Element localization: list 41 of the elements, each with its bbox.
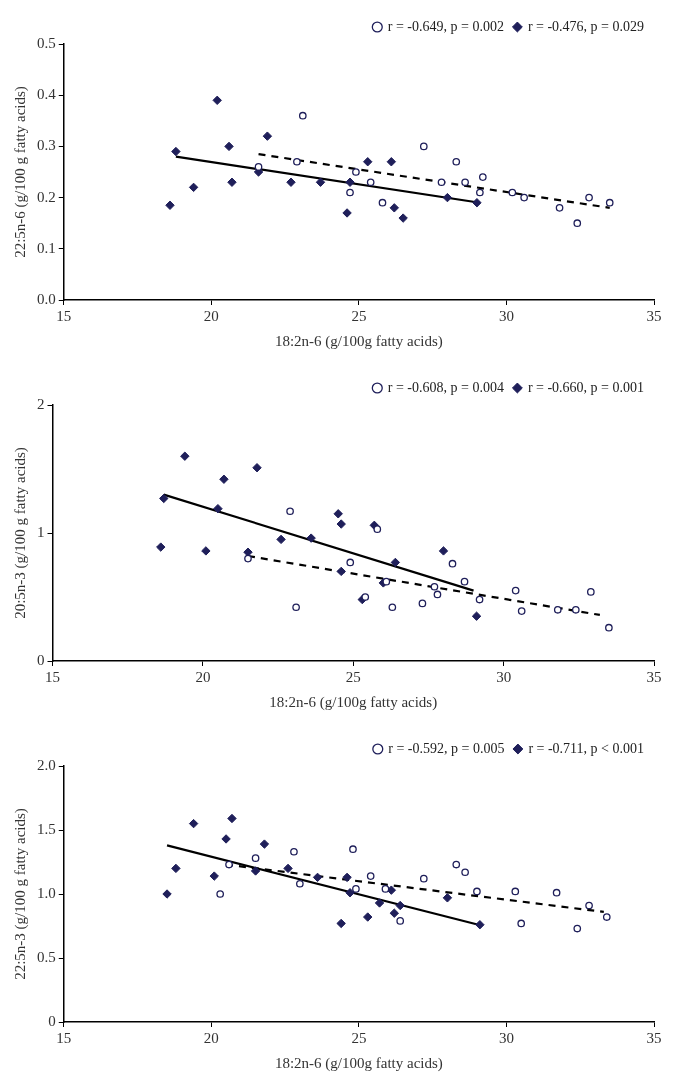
x-axis-title: 18:2n-6 (g/100g fatty acids) (274, 1054, 443, 1072)
legend-label: r = -0.711, p < 0.001 (528, 740, 645, 756)
y-axis-title: 20:5n-3 (g/100 g fatty acids) (11, 447, 29, 619)
x-tick-label: 30 (498, 1029, 514, 1046)
x-tick-label: 15 (56, 1029, 72, 1046)
y-tick-label: 0.4 (37, 86, 57, 103)
legend-label: r = -0.660, p = 0.001 (527, 379, 645, 395)
x-tick-label: 35 (646, 307, 662, 324)
legend-label: r = -0.608, p = 0.004 (387, 379, 504, 395)
y-tick-label: 0 (37, 651, 45, 668)
x-tick-label: 20 (195, 668, 211, 685)
x-tick-label: 30 (498, 307, 514, 324)
y-tick-label: 0.0 (37, 290, 56, 307)
x-tick-label: 25 (351, 307, 367, 324)
x-tick-label: 15 (45, 668, 60, 685)
legend-label: r = -0.649, p = 0.002 (387, 18, 504, 34)
x-tick-label: 35 (646, 1029, 662, 1046)
x-tick-label: 35 (646, 668, 662, 685)
x-axis-title: 18:2n-6 (g/100g fatty acids) (269, 693, 438, 711)
y-tick-label: 0.2 (37, 188, 56, 205)
y-tick-label: 1.5 (37, 820, 56, 837)
y-tick-label: 0.1 (37, 239, 56, 256)
y-tick-label: 0 (48, 1012, 56, 1029)
y-tick-label: 2.0 (37, 756, 56, 773)
y-tick-label: 0.5 (37, 34, 56, 51)
legend-label: r = -0.476, p = 0.029 (527, 18, 645, 34)
y-tick-label: 1.0 (37, 884, 56, 901)
y-tick-label: 0.3 (37, 137, 56, 154)
x-axis-title: 18:2n-6 (g/100g fatty acids) (274, 332, 443, 350)
x-tick-label: 20 (203, 307, 219, 324)
x-tick-label: 15 (56, 307, 72, 324)
x-tick-label: 30 (496, 668, 512, 685)
y-axis-title: 22:5n-6 (g/100 g fatty acids) (11, 86, 29, 258)
y-tick-label: 0.5 (37, 948, 56, 965)
y-axis-title: 22:5n-3 (g/100 g fatty acids) (11, 808, 29, 980)
y-tick-label: 2 (37, 395, 45, 412)
x-tick-label: 25 (345, 668, 361, 685)
x-tick-label: 20 (203, 1029, 219, 1046)
x-tick-label: 25 (351, 1029, 367, 1046)
y-tick-label: 1 (37, 523, 45, 540)
legend-label: r = -0.592, p = 0.005 (388, 740, 505, 756)
